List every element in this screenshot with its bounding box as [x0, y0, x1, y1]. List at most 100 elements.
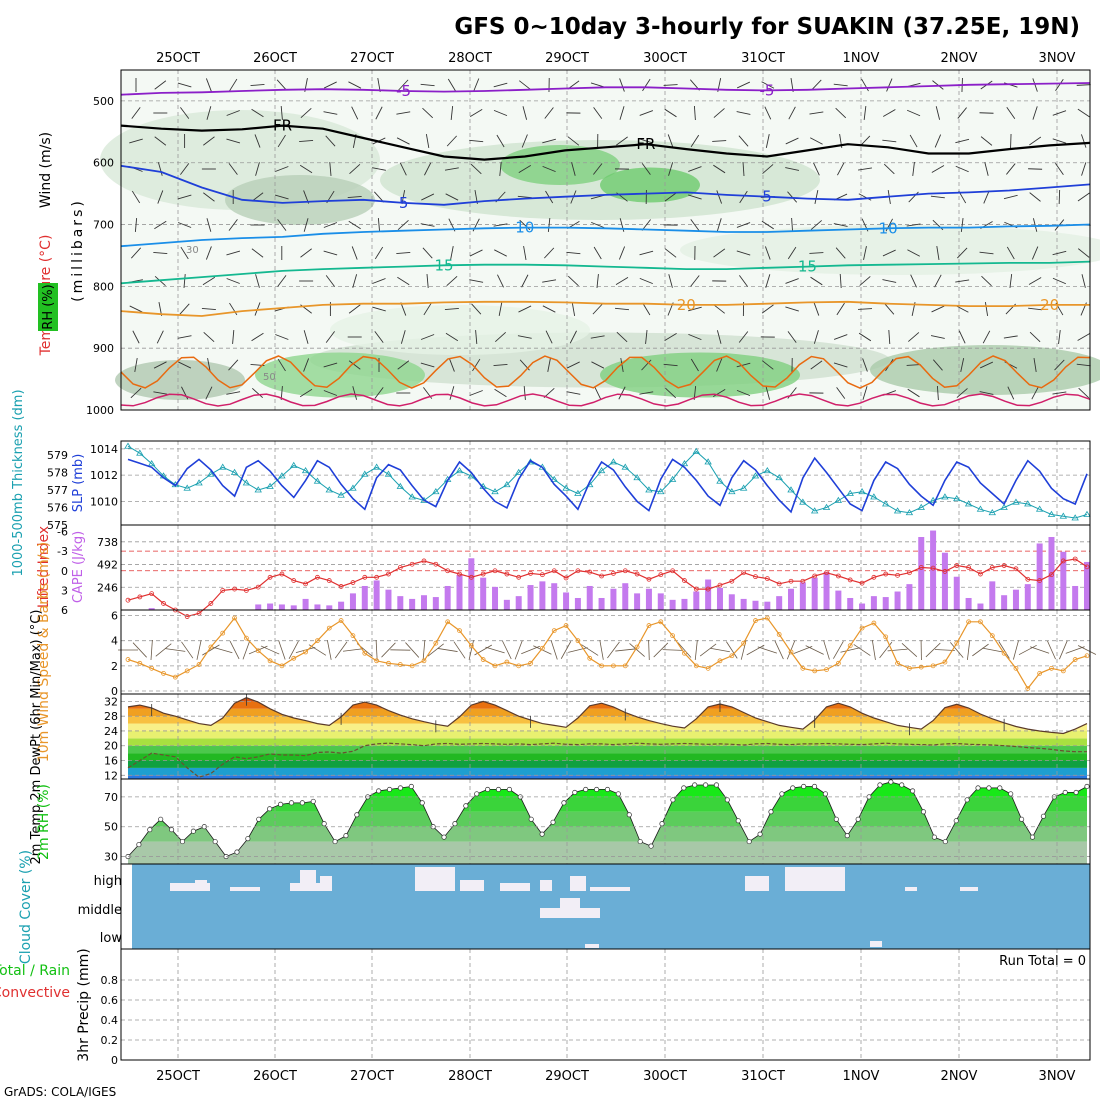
cape-bar: [1048, 537, 1055, 610]
rh-point: [713, 782, 720, 788]
lifted-index-point: [1049, 572, 1054, 578]
wind-barb: [1052, 277, 1067, 285]
wind-barb: [645, 329, 648, 345]
wind-barb: [372, 306, 386, 312]
temp-band: [128, 716, 1087, 724]
lifted-index-point: [492, 568, 498, 574]
wind-barb: [400, 330, 406, 344]
speed-point: [208, 644, 214, 650]
rh-point: [506, 786, 512, 792]
wind-barb: [275, 166, 289, 172]
wind-barb: [226, 278, 240, 284]
slp-thickness-panel: 1010 1012 1014 575 576 577 578 579 1000-500mb T…: [11, 389, 1091, 577]
wind-barb: [420, 362, 435, 368]
wind-barb: [884, 303, 895, 315]
thickness-label: 1000-500mb Thickness (dm): [11, 389, 26, 576]
lifted-index-point: [1072, 556, 1078, 562]
rh-point: [844, 833, 850, 839]
cloud-block: [960, 887, 978, 891]
thickness-point: [432, 487, 440, 495]
cape-bar: [1001, 595, 1008, 610]
isotherm-label: 20: [677, 296, 696, 314]
wind-barb: [251, 248, 264, 258]
isotherm-line: [120, 260, 1091, 285]
wind-barb: [833, 223, 848, 227]
speed-line: [127, 616, 1088, 690]
lifted-index-point: [599, 573, 604, 579]
wind-barb: [910, 274, 917, 288]
cape-bar: [906, 584, 913, 610]
wind-barb: [323, 81, 337, 89]
thickness-point: [657, 487, 665, 495]
cape-bar: [515, 596, 522, 610]
wind-barb: [764, 106, 772, 120]
wind-barb: [494, 249, 507, 257]
speed-point: [196, 662, 202, 667]
wind-barb: [664, 333, 677, 341]
thickness-point: [313, 477, 322, 484]
rh-point: [724, 797, 730, 803]
wind-barb: [593, 107, 603, 119]
top-date-label: 25OCT: [156, 51, 200, 66]
wind-barb: [983, 190, 990, 204]
wind-barb: [154, 136, 167, 146]
precip-label: 3hr Precip (mm): [76, 948, 92, 1061]
thickness-point: [751, 472, 760, 479]
cloud-block: [870, 941, 882, 947]
wind-barb: [374, 387, 384, 399]
cape-bar: [977, 603, 984, 610]
lifted-index-point: [859, 580, 865, 586]
rh-point: [419, 800, 425, 806]
lifted-index-point: [835, 573, 841, 579]
wind-barb: [882, 279, 897, 283]
wind-barb: [1081, 162, 1087, 176]
lifted-index-point: [528, 570, 533, 576]
lifted-index-point: [670, 568, 676, 574]
cape-bar: [1036, 543, 1043, 610]
wind-barb: [180, 246, 189, 260]
thickness-point: [1000, 503, 1008, 510]
wind-barb: [906, 223, 921, 227]
axis-tick-label: 700: [93, 219, 114, 232]
rh-point: [321, 821, 327, 827]
thickness-point: [621, 463, 629, 470]
speed-point: [232, 615, 237, 621]
speed-point: [563, 623, 569, 628]
wind-barb: [523, 385, 526, 401]
rh-point: [190, 828, 196, 834]
cape-bar: [1072, 585, 1079, 610]
bottom-date-label: 2NOV: [941, 1069, 978, 1084]
thickness-point: [136, 449, 144, 456]
cape-bar: [492, 586, 499, 610]
wind-barb: [153, 361, 167, 369]
lifted-index-point: [1037, 578, 1043, 583]
rh-point: [234, 849, 240, 855]
lifted-index-point: [350, 580, 356, 585]
wind-barb: [739, 275, 748, 287]
pressure-axis: 500 600 700 800 900 1000: [86, 95, 114, 417]
speed-point: [374, 658, 380, 664]
rh-point: [332, 839, 338, 845]
speed-point: [741, 640, 747, 646]
lifted-index-point: [847, 577, 853, 583]
lifted-index-point: [764, 576, 770, 582]
rh-point: [1084, 783, 1090, 790]
lifted-index-point: [161, 601, 166, 606]
rh-point: [877, 782, 883, 788]
wind-barb: [397, 276, 410, 286]
thickness-point: [1071, 514, 1079, 521]
thickness-point: [230, 468, 239, 475]
cape-bar: [634, 593, 641, 610]
wind-barb: [228, 359, 239, 371]
thickness-point: [704, 458, 712, 465]
wind-barb: [177, 222, 192, 228]
wind-barb: [716, 218, 722, 232]
speed-point: [255, 648, 261, 654]
speed-point: [729, 653, 735, 659]
wind-barb: [774, 640, 784, 660]
thickness-point: [455, 466, 464, 474]
wind-barb: [325, 135, 336, 147]
wind-barb: [444, 167, 459, 171]
speed-point: [149, 665, 155, 671]
top-date-label: 31OCT: [741, 51, 785, 66]
